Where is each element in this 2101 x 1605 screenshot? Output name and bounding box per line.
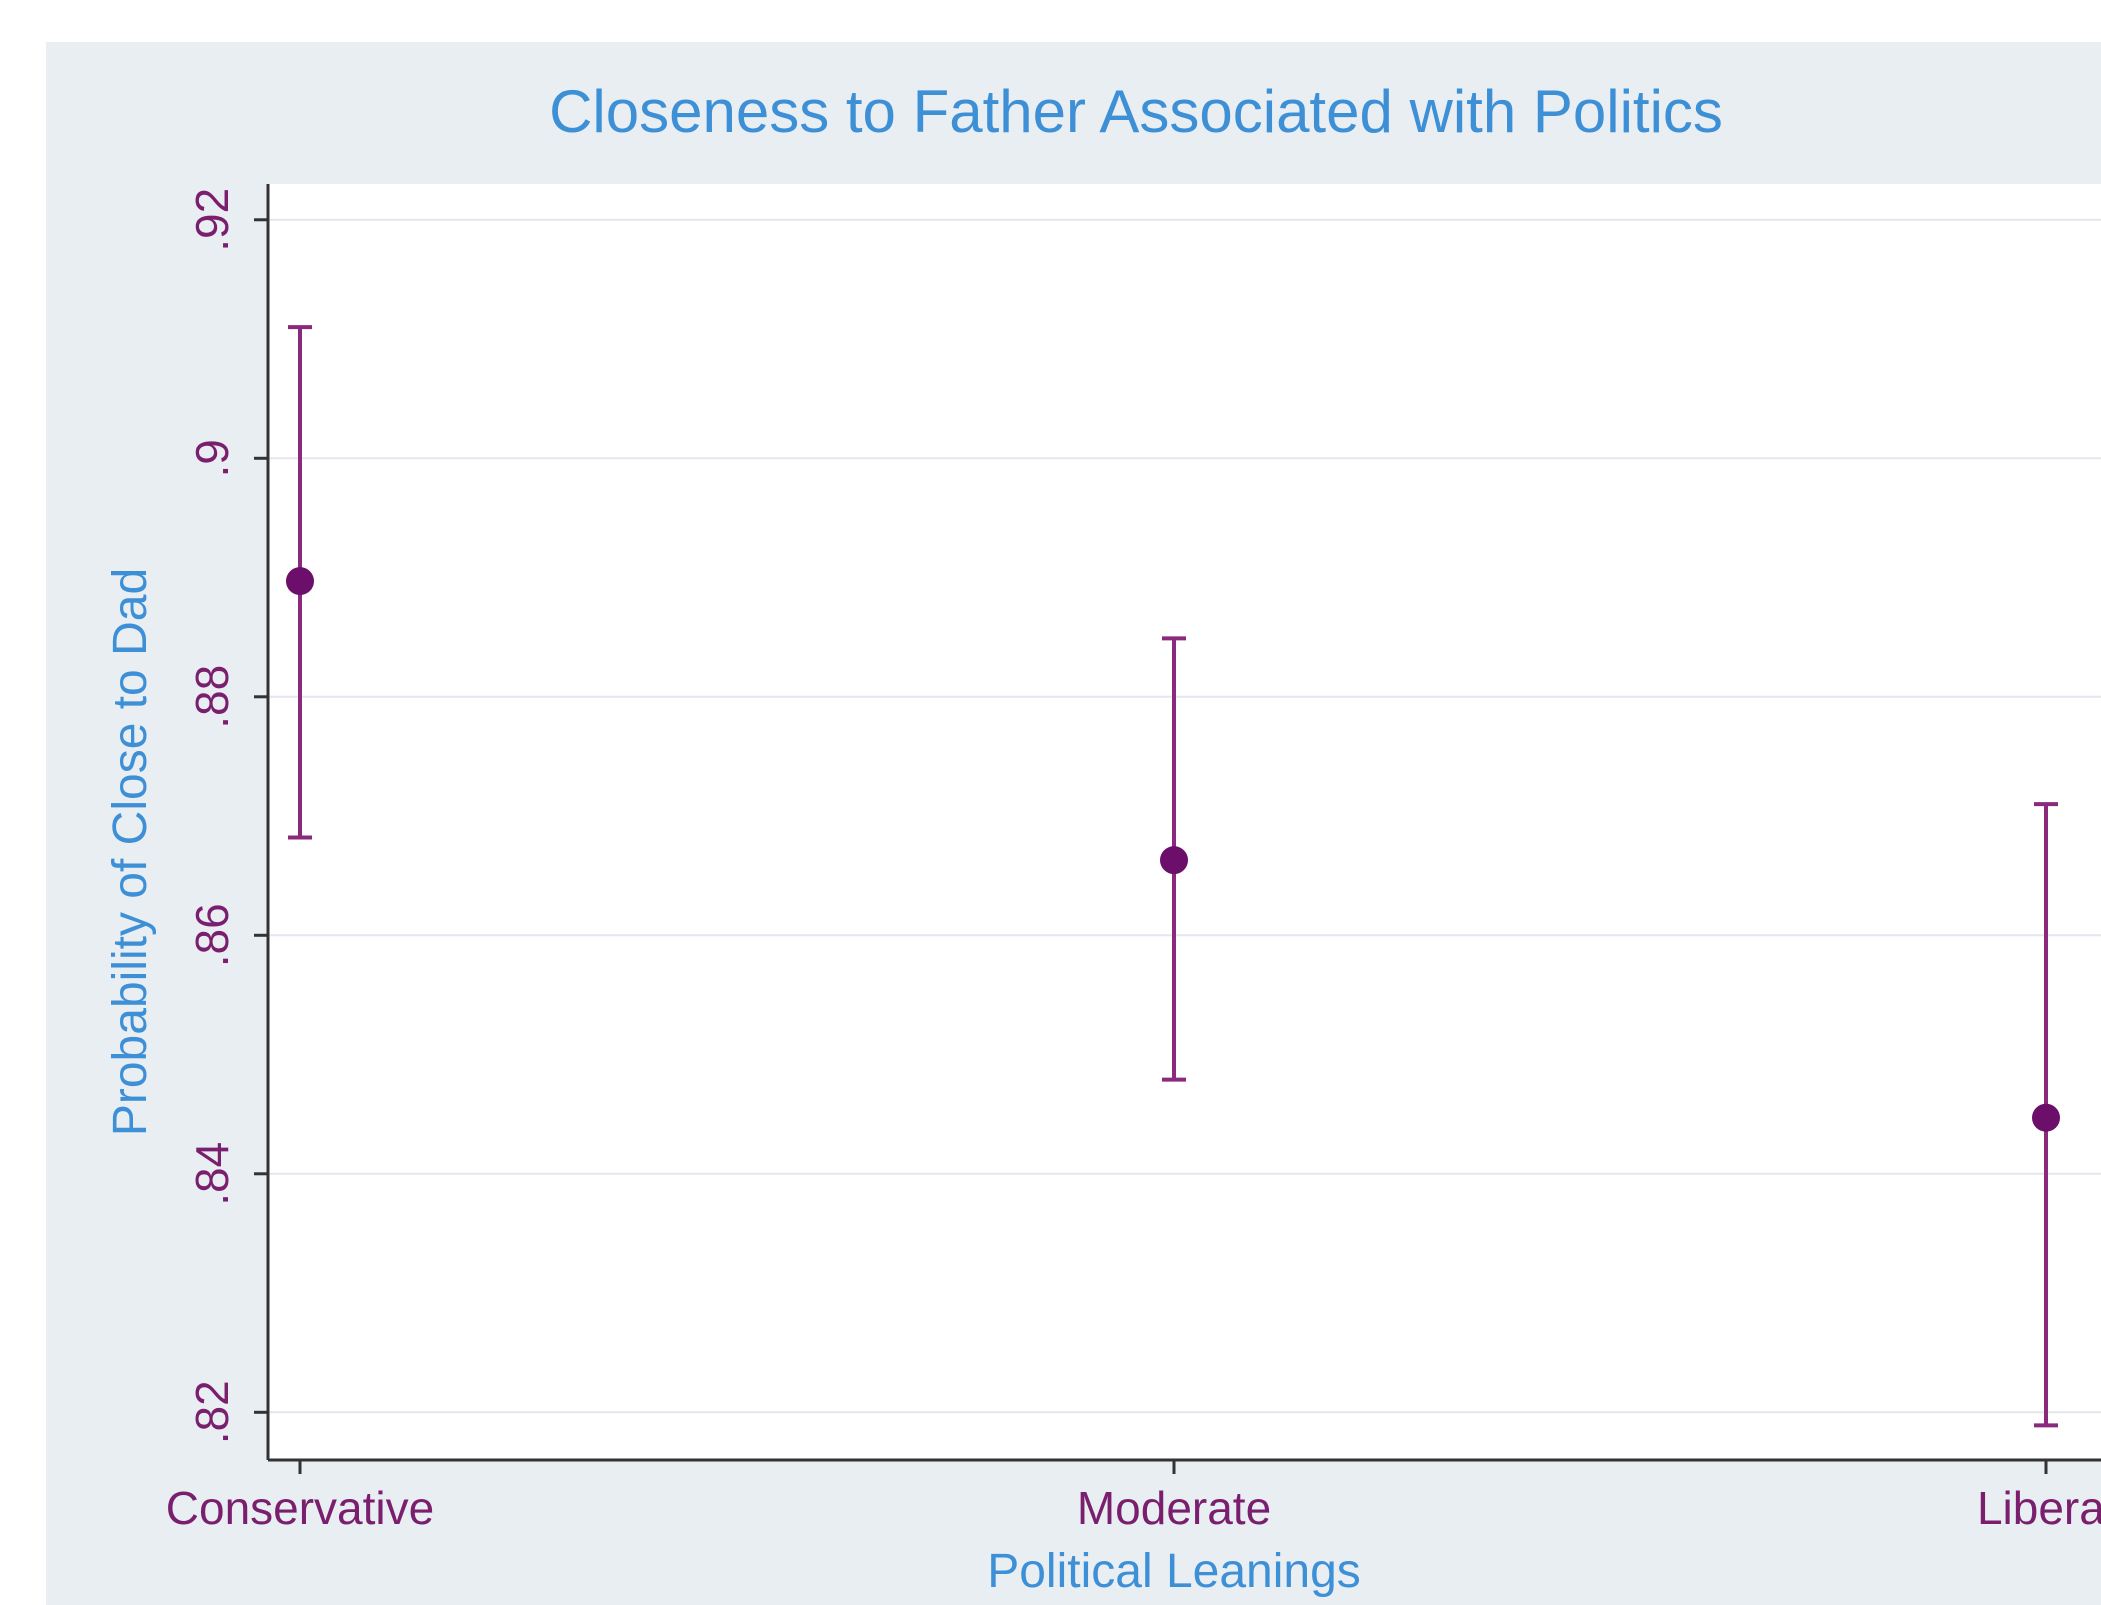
- plot-area: [268, 184, 2101, 1460]
- x-tick-label: Moderate: [1077, 1482, 1271, 1534]
- point-marker: [2032, 1103, 2060, 1132]
- y-tick-label: .82: [186, 1380, 238, 1444]
- point-marker: [286, 567, 314, 596]
- chart-frame: .82 .84 .86 .88 .9 .92 Conservative Moderate Lib…: [46, 42, 2101, 1605]
- x-tick-label: Conservative: [166, 1482, 434, 1534]
- y-tick-label: .84: [186, 1142, 238, 1206]
- point-marker: [1160, 846, 1188, 875]
- x-tick-label: Liberal: [1977, 1482, 2101, 1534]
- marks-layer: [286, 325, 2060, 1428]
- chart-svg: .82 .84 .86 .88 .9 .92 Conservative Moderate Lib…: [104, 78, 2101, 1598]
- axis-layer: .82 .84 .86 .88 .9 .92 Conservative Moderate Lib…: [166, 184, 2101, 1534]
- y-tick-label: .88: [186, 665, 238, 729]
- y-tick-label: .92: [186, 188, 238, 252]
- y-axis-title: Probability of Close to Dad: [104, 568, 157, 1136]
- y-tick-label: .9: [186, 439, 238, 477]
- grid-layer: [268, 218, 2101, 1414]
- x-axis-title: Political Leanings: [987, 1545, 1361, 1598]
- y-tick-label: .86: [186, 903, 238, 967]
- chart-title: Closeness to Father Associated with Poli…: [549, 78, 1723, 145]
